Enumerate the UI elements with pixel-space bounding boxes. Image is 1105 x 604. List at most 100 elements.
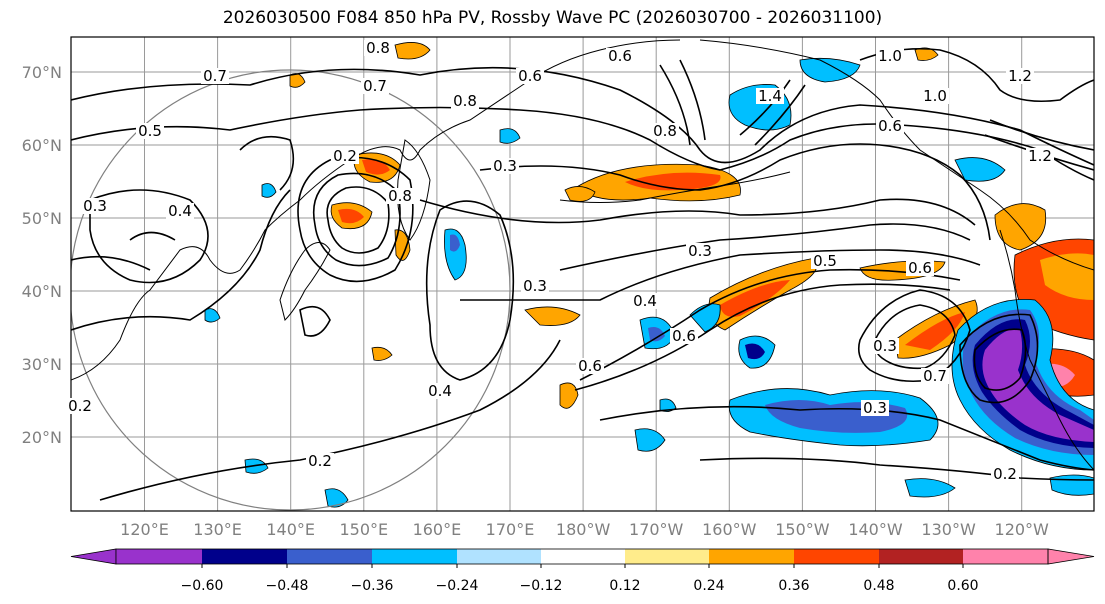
contour-value-label: 0.6 bbox=[876, 117, 904, 135]
fill-patch bbox=[524, 306, 581, 326]
label-halo bbox=[166, 203, 194, 219]
label-halo bbox=[521, 278, 549, 294]
contour-value-label: 0.3 bbox=[861, 399, 889, 417]
fill-patch bbox=[261, 183, 277, 198]
contour-value-label: 0.4 bbox=[166, 202, 194, 220]
contour-value-label: 0.5 bbox=[811, 252, 839, 270]
label-halo bbox=[686, 243, 714, 259]
colorbar: −0.60 −0.48 −0.36 −0.24 −0.12 0.12 0.24 0.36 0.4… bbox=[70, 548, 1095, 594]
fill-patch bbox=[204, 308, 221, 323]
fill-patch bbox=[954, 157, 1006, 182]
contour-label-text: 0.6 bbox=[518, 67, 542, 85]
contour-value-label: 0.8 bbox=[386, 187, 414, 205]
label-halo bbox=[876, 118, 904, 134]
contour-value-label: 0.6 bbox=[670, 327, 698, 345]
lon-label: 160°W bbox=[702, 520, 757, 539]
fill-patch bbox=[625, 172, 721, 191]
map-title: 2026030500 F084 850 hPa PV, Rossby Wave … bbox=[222, 8, 883, 28]
fill-patch bbox=[394, 229, 411, 261]
label-halo bbox=[491, 158, 519, 174]
colorbar-segment bbox=[202, 549, 287, 564]
fill-patch bbox=[244, 458, 269, 474]
lon-label: 180°W bbox=[556, 520, 611, 539]
contour-value-label: 0.6 bbox=[516, 67, 544, 85]
label-halo bbox=[81, 198, 109, 214]
contour-line bbox=[559, 223, 971, 271]
contour-line bbox=[699, 457, 1094, 481]
contour-line bbox=[754, 84, 806, 146]
label-halo bbox=[66, 398, 94, 414]
contour-label-text: 1.2 bbox=[1008, 67, 1032, 85]
contour-value-label: 0.4 bbox=[426, 382, 454, 400]
contour-value-label: 0.8 bbox=[364, 39, 392, 57]
contour-label-text: 0.6 bbox=[908, 259, 932, 277]
lat-label: 70°N bbox=[22, 63, 62, 82]
colorbar-tick-label: 0.24 bbox=[693, 578, 724, 594]
contour-labels: 0.8 0.6 0.8 1.0 1.0 1.2 0.7 0.6 0.8 0.5 0.3 0.4 0.2 0… bbox=[66, 39, 1054, 483]
fill-patch bbox=[799, 57, 861, 83]
label-halo bbox=[331, 148, 359, 164]
contour-line bbox=[425, 200, 515, 381]
label-halo bbox=[876, 48, 904, 64]
contour-line bbox=[299, 305, 331, 337]
lon-label: 130°E bbox=[193, 520, 242, 539]
contour-label-text: 0.3 bbox=[863, 399, 887, 417]
contour-label-text: 0.2 bbox=[333, 147, 357, 165]
contour-label-text: 0.2 bbox=[308, 452, 332, 470]
lat-label: 20°N bbox=[22, 428, 62, 447]
contour-label-text: 0.6 bbox=[578, 357, 602, 375]
contour-value-label: 1.2 bbox=[1006, 67, 1034, 85]
lon-label: 140°W bbox=[848, 520, 903, 539]
contour-label-text: 0.6 bbox=[878, 117, 902, 135]
label-halo bbox=[811, 253, 839, 269]
contour-label-text: 0.2 bbox=[68, 397, 92, 415]
contour-line bbox=[99, 339, 561, 501]
lon-label: 170°W bbox=[629, 520, 684, 539]
contour-line bbox=[71, 106, 1094, 181]
colorbar-segment bbox=[625, 549, 709, 564]
contour-line bbox=[239, 135, 295, 191]
colorbar-segment bbox=[794, 549, 879, 564]
contour-line bbox=[71, 255, 151, 271]
label-halo bbox=[1006, 68, 1034, 84]
label-halo bbox=[861, 400, 889, 416]
fill-patch bbox=[371, 346, 393, 361]
contour-value-label: 0.7 bbox=[361, 77, 389, 95]
colorbar-segment bbox=[963, 549, 1048, 564]
contour-value-label: 1.2 bbox=[1026, 147, 1054, 165]
label-halo bbox=[921, 368, 949, 384]
contour-value-label: 0.7 bbox=[201, 67, 229, 85]
contour-value-label: 0.6 bbox=[576, 357, 604, 375]
fill-patch bbox=[745, 343, 765, 360]
colorbar-segment bbox=[879, 549, 963, 564]
fill-patch bbox=[914, 47, 939, 61]
contour-line bbox=[739, 79, 791, 136]
fill-patch bbox=[324, 488, 349, 508]
contour-line bbox=[71, 189, 291, 331]
fill-patch bbox=[450, 234, 460, 252]
label-halo bbox=[906, 260, 934, 276]
coastline-aleutians bbox=[559, 171, 791, 203]
contour-label-text: 0.6 bbox=[608, 47, 632, 65]
label-halo bbox=[651, 123, 679, 139]
contour-value-label: 1.0 bbox=[876, 47, 904, 65]
fill-patch bbox=[720, 280, 790, 317]
contour-value-label: 0.8 bbox=[651, 122, 679, 140]
contour-value-label: 0.3 bbox=[491, 157, 519, 175]
contour-value-label: 0.3 bbox=[81, 197, 109, 215]
contour-value-label: 0.4 bbox=[631, 292, 659, 310]
lon-label: 120°E bbox=[120, 520, 169, 539]
lon-label: 130°W bbox=[921, 520, 976, 539]
lat-label: 60°N bbox=[22, 136, 62, 155]
contour-line bbox=[129, 231, 176, 241]
fill-patch bbox=[559, 382, 579, 409]
contour-value-label: 0.7 bbox=[921, 367, 949, 385]
contour-line bbox=[579, 268, 961, 381]
latitude-labels: 70°N 60°N 50°N 40°N 30°N 20°N bbox=[22, 63, 62, 447]
contour-line bbox=[297, 156, 414, 283]
fill-patch bbox=[904, 478, 956, 498]
label-halo bbox=[670, 328, 698, 344]
contour-value-label: 0.3 bbox=[871, 337, 899, 355]
contour-value-label: 0.2 bbox=[331, 147, 359, 165]
